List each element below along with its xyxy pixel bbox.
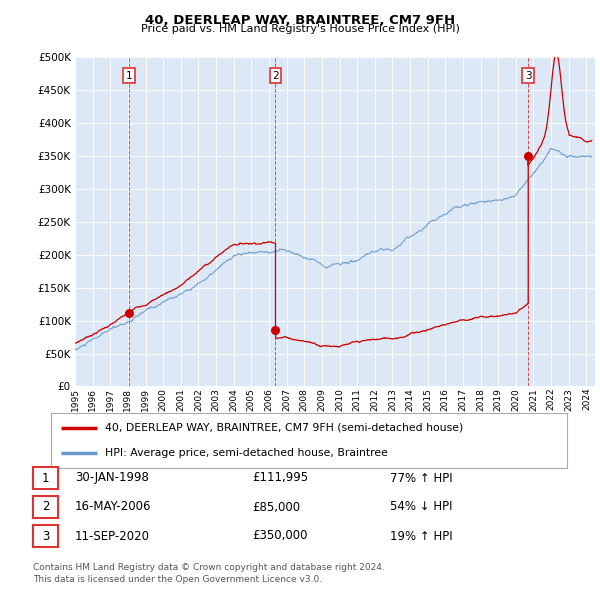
Text: 30-JAN-1998: 30-JAN-1998 [75,471,149,484]
Text: 40, DEERLEAP WAY, BRAINTREE, CM7 9FH (semi-detached house): 40, DEERLEAP WAY, BRAINTREE, CM7 9FH (se… [105,423,463,433]
Text: 54% ↓ HPI: 54% ↓ HPI [390,500,452,513]
Text: Price paid vs. HM Land Registry's House Price Index (HPI): Price paid vs. HM Land Registry's House … [140,24,460,34]
Text: 16-MAY-2006: 16-MAY-2006 [75,500,151,513]
Text: HPI: Average price, semi-detached house, Braintree: HPI: Average price, semi-detached house,… [105,448,388,458]
Text: 77% ↑ HPI: 77% ↑ HPI [390,471,452,484]
Text: 19% ↑ HPI: 19% ↑ HPI [390,529,452,542]
Text: 1: 1 [42,471,49,484]
Text: This data is licensed under the Open Government Licence v3.0.: This data is licensed under the Open Gov… [33,575,322,584]
Text: 40, DEERLEAP WAY, BRAINTREE, CM7 9FH: 40, DEERLEAP WAY, BRAINTREE, CM7 9FH [145,14,455,27]
Text: 2: 2 [272,71,279,81]
Text: 2: 2 [42,500,49,513]
Text: £85,000: £85,000 [252,500,300,513]
Text: 3: 3 [525,71,532,81]
Text: 1: 1 [126,71,133,81]
Text: £350,000: £350,000 [252,529,308,542]
Text: 11-SEP-2020: 11-SEP-2020 [75,529,150,542]
Text: £111,995: £111,995 [252,471,308,484]
Text: 3: 3 [42,529,49,542]
Text: Contains HM Land Registry data © Crown copyright and database right 2024.: Contains HM Land Registry data © Crown c… [33,563,385,572]
